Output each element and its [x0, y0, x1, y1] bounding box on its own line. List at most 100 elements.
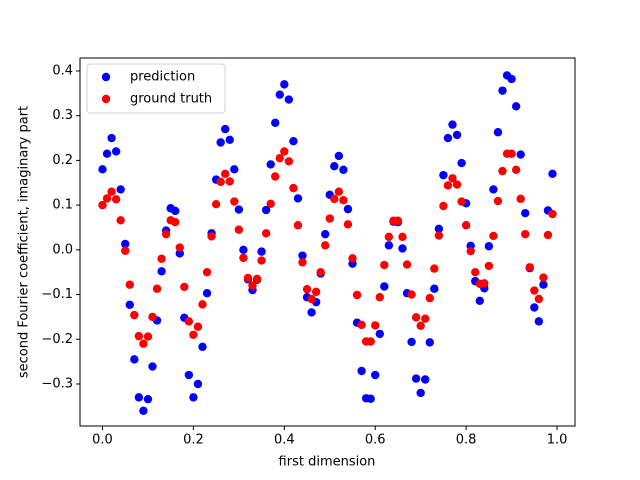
data-point — [434, 231, 444, 240]
data-point — [521, 229, 530, 239]
data-point — [298, 258, 307, 267]
y-tick-label: 0.0 — [52, 242, 73, 257]
data-point — [480, 279, 489, 288]
data-point — [443, 181, 453, 190]
data-point — [271, 172, 280, 181]
data-point — [257, 247, 266, 256]
data-point — [548, 169, 557, 179]
data-point — [493, 128, 503, 137]
x-tick-label: 0.4 — [274, 433, 295, 448]
data-point — [457, 197, 466, 206]
data-point — [266, 160, 275, 169]
data-point — [380, 282, 389, 291]
data-point — [307, 308, 316, 317]
data-point — [421, 375, 430, 384]
data-point — [111, 195, 121, 204]
data-point — [280, 80, 289, 89]
data-point — [366, 337, 375, 346]
data-point — [216, 177, 225, 187]
data-point — [211, 200, 221, 209]
data-point — [171, 217, 180, 227]
data-point — [107, 187, 116, 196]
data-point — [457, 158, 466, 168]
data-point — [139, 339, 148, 348]
plot-frame — [79, 57, 576, 427]
data-point — [543, 230, 553, 240]
data-point — [530, 303, 539, 312]
data-point — [371, 321, 380, 330]
data-point — [357, 320, 366, 330]
data-point — [439, 201, 448, 211]
x-tick-label: 0.0 — [92, 433, 113, 448]
data-point — [407, 337, 416, 347]
data-point — [275, 90, 284, 99]
data-point — [175, 249, 184, 258]
data-point — [202, 267, 212, 277]
data-point — [293, 194, 303, 203]
data-point — [157, 254, 166, 263]
data-point — [311, 287, 321, 297]
data-point — [284, 95, 294, 104]
data-point — [452, 180, 462, 189]
data-point — [357, 366, 366, 376]
data-point — [143, 332, 153, 341]
data-point — [207, 232, 216, 241]
data-point — [416, 388, 425, 398]
data-point — [316, 267, 325, 277]
data-point — [198, 300, 207, 309]
data-point — [548, 209, 557, 219]
data-point — [343, 220, 353, 229]
data-point — [384, 232, 394, 242]
data-point — [157, 267, 166, 276]
data-point — [98, 165, 107, 174]
data-point — [221, 124, 230, 134]
legend-box — [86, 63, 226, 114]
data-point — [398, 232, 407, 242]
data-point — [371, 370, 380, 380]
data-point — [466, 246, 475, 256]
data-point — [193, 322, 203, 331]
data-point — [411, 313, 421, 322]
data-point — [275, 153, 284, 163]
data-point — [261, 205, 271, 215]
data-point — [539, 273, 548, 282]
data-point — [148, 362, 157, 371]
data-point — [452, 130, 462, 140]
data-point — [507, 74, 516, 84]
data-point — [184, 370, 194, 380]
y-tick-label: −0.1 — [41, 287, 73, 302]
data-point — [171, 206, 180, 216]
data-point — [293, 221, 303, 230]
data-point — [521, 208, 530, 218]
legend-marker — [101, 72, 111, 82]
data-point — [539, 280, 548, 289]
data-point — [321, 241, 330, 250]
data-point — [102, 194, 112, 203]
data-point — [425, 338, 434, 347]
data-point — [216, 138, 225, 147]
data-point — [534, 317, 544, 326]
data-point — [375, 329, 384, 339]
data-point — [107, 133, 116, 143]
data-point — [534, 294, 544, 304]
data-point — [393, 216, 403, 225]
data-point — [334, 187, 344, 196]
data-point — [289, 183, 298, 193]
data-point — [230, 197, 239, 206]
data-point — [511, 102, 521, 111]
data-point — [148, 312, 157, 322]
data-point — [407, 290, 416, 299]
data-point — [289, 136, 298, 146]
data-point — [121, 246, 130, 255]
data-point — [471, 267, 480, 277]
legend-marker — [101, 94, 111, 104]
data-point — [184, 317, 194, 326]
y-tick-label: −0.2 — [41, 332, 73, 347]
data-point — [102, 149, 112, 158]
data-point — [175, 243, 184, 252]
data-point — [130, 355, 139, 364]
data-point — [230, 165, 239, 174]
data-point — [330, 194, 339, 204]
data-point — [221, 169, 230, 179]
data-point — [416, 321, 425, 331]
